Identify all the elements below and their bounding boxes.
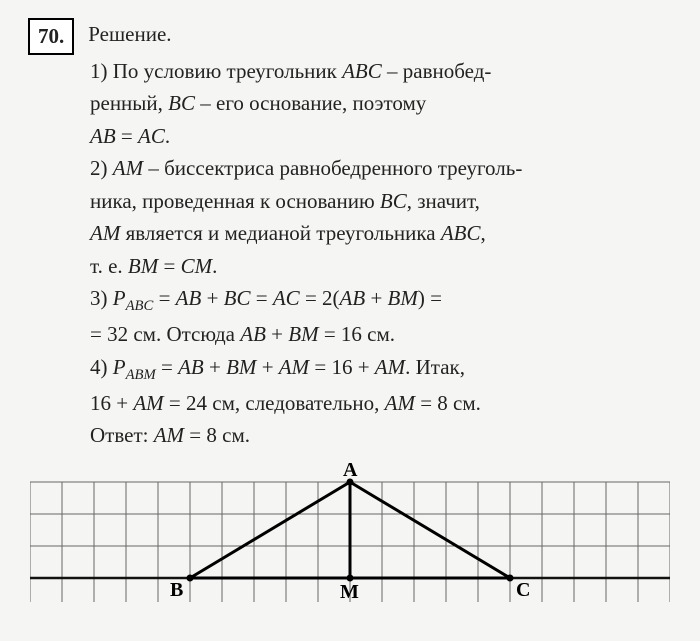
- header-row: 70. Решение.: [28, 18, 672, 55]
- text: +: [201, 286, 223, 310]
- var-AM: AM: [90, 221, 120, 245]
- text: является и медианой треугольника: [120, 221, 441, 245]
- solution-page: 70. Решение. 1) По условию треугольник A…: [0, 0, 700, 612]
- line-2: ренный, BC – его основание, поэтому: [90, 87, 672, 120]
- svg-text:A: A: [343, 462, 358, 481]
- text: ) =: [418, 286, 442, 310]
- text: 2): [90, 156, 113, 180]
- text: +: [365, 286, 387, 310]
- line-8: 3) PABC = AB + BC = AC = 2(AB + BM) =: [90, 282, 672, 318]
- text: 4): [90, 355, 113, 379]
- svg-text:M: M: [340, 581, 359, 602]
- text: ника, проведенная к основанию: [90, 189, 380, 213]
- var-P: P: [113, 355, 126, 379]
- solution-body: 1) По условию треугольник ABC – равнобед…: [90, 55, 672, 452]
- text: ,: [481, 221, 486, 245]
- text: Ответ:: [90, 423, 154, 447]
- line-4: 2) AM – биссектриса равнобедренного треу…: [90, 152, 672, 185]
- text: = 32 см. Отсюда: [90, 322, 240, 346]
- var-ABC: ABC: [441, 221, 481, 245]
- text: – биссектриса равнобедренного треуголь-: [143, 156, 522, 180]
- text: =: [251, 286, 273, 310]
- var-AM: AM: [154, 423, 184, 447]
- text: .: [165, 124, 170, 148]
- text: = 24 см, следовательно,: [164, 391, 385, 415]
- var-AC: AC: [138, 124, 165, 148]
- text: т. е.: [90, 254, 128, 278]
- var-BC: BC: [168, 91, 195, 115]
- line-10: 4) PABM = AB + BM + AM = 16 + AM. Итак,: [90, 351, 672, 387]
- var-AM: AM: [279, 355, 309, 379]
- text: =: [116, 124, 138, 148]
- text: – его основание, поэтому: [195, 91, 426, 115]
- line-5: ника, проведенная к основанию BC, значит…: [90, 185, 672, 218]
- text: +: [266, 322, 288, 346]
- solution-title: Решение.: [88, 18, 171, 51]
- text: =: [156, 355, 178, 379]
- text: . Итак,: [405, 355, 465, 379]
- text: 1) По условию треугольник: [90, 59, 342, 83]
- var-AM: AM: [375, 355, 405, 379]
- var-ABC: ABC: [342, 59, 382, 83]
- var-BM: BM: [288, 322, 318, 346]
- line-3: AB = AC.: [90, 120, 672, 153]
- text: – равнобед-: [382, 59, 492, 83]
- line-1: 1) По условию треугольник ABC – равнобед…: [90, 55, 672, 88]
- text: = 8 см.: [184, 423, 250, 447]
- text: 3): [90, 286, 113, 310]
- text: , значит,: [407, 189, 480, 213]
- line-6: AM является и медианой треугольника ABC,: [90, 217, 672, 250]
- var-BM: BM: [226, 355, 256, 379]
- text: =: [158, 254, 180, 278]
- var-BC: BC: [224, 286, 251, 310]
- var-P: P: [113, 286, 126, 310]
- var-BC: BC: [380, 189, 407, 213]
- text: =: [153, 286, 175, 310]
- line-12: Ответ: AM = 8 см.: [90, 419, 672, 452]
- sub-ABC: ABC: [126, 299, 154, 315]
- text: +: [256, 355, 278, 379]
- var-AC: AC: [273, 286, 300, 310]
- problem-number: 70.: [28, 18, 74, 55]
- text: = 2(: [300, 286, 340, 310]
- line-9: = 32 см. Отсюда AB + BM = 16 см.: [90, 318, 672, 351]
- text: .: [212, 254, 217, 278]
- svg-text:B: B: [170, 579, 183, 601]
- var-AB: AB: [90, 124, 116, 148]
- var-CM: CM: [181, 254, 213, 278]
- var-AM: AM: [385, 391, 415, 415]
- text: = 8 см.: [415, 391, 481, 415]
- triangle-figure: A B C M: [30, 462, 670, 602]
- svg-text:C: C: [516, 579, 530, 601]
- var-AM: AM: [113, 156, 143, 180]
- text: ренный,: [90, 91, 168, 115]
- text: = 16 см.: [319, 322, 395, 346]
- var-AB: AB: [178, 355, 204, 379]
- var-AB: AB: [240, 322, 266, 346]
- var-AB: AB: [176, 286, 202, 310]
- text: = 16 +: [309, 355, 375, 379]
- sub-ABM: ABM: [126, 367, 156, 383]
- var-AB: AB: [340, 286, 366, 310]
- var-BM: BM: [128, 254, 158, 278]
- line-7: т. е. BM = CM.: [90, 250, 672, 283]
- line-11: 16 + AM = 24 см, следовательно, AM = 8 с…: [90, 387, 672, 420]
- text: +: [204, 355, 226, 379]
- text: 16 +: [90, 391, 133, 415]
- var-BM: BM: [388, 286, 418, 310]
- var-AM: AM: [133, 391, 163, 415]
